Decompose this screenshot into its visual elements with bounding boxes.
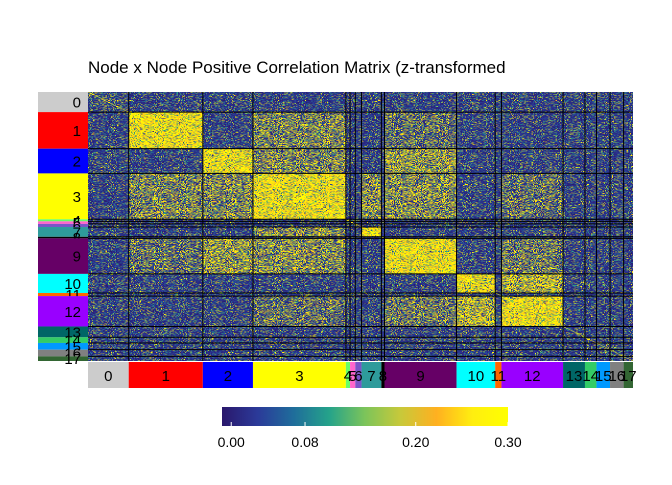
column-community-block (345, 362, 351, 388)
column-community-label: 4 (344, 368, 352, 385)
column-community-label: 11 (491, 368, 507, 385)
row-community-label: 9 (73, 249, 81, 266)
column-community-block (381, 362, 385, 388)
colorbar-tick-label: 0.00 (218, 434, 245, 450)
row-community-block (38, 326, 88, 338)
row-community-block (38, 221, 88, 224)
column-community-block (610, 362, 624, 388)
row-community-block (38, 349, 88, 357)
row-community-block (38, 273, 88, 293)
column-community-label: 8 (379, 368, 387, 385)
column-community-block (596, 362, 611, 388)
column-community-block (623, 362, 633, 388)
colorbar-tick-label: 0.30 (494, 434, 521, 450)
column-community-label: 5 (348, 368, 356, 385)
chart-title: Node x Node Positive Correlation Matrix … (88, 58, 506, 77)
column-community-block (563, 362, 585, 388)
row-community-label: 13 (64, 324, 81, 341)
row-community-label: 5 (73, 215, 81, 232)
column-community-label: 12 (524, 368, 541, 385)
column-community-label: 15 (595, 368, 612, 385)
column-community-block (88, 362, 129, 388)
column-community-block (456, 362, 496, 388)
row-community-block (38, 219, 88, 222)
column-community-label: 3 (295, 368, 303, 385)
row-community-block (38, 296, 88, 327)
column-community-block (584, 362, 597, 388)
row-community-block (38, 92, 88, 113)
row-community-block (38, 238, 88, 274)
column-community-label: 14 (582, 368, 599, 385)
column-community-block (252, 362, 346, 388)
row-community-block (38, 173, 88, 220)
column-community-block (202, 362, 253, 388)
colorbar-legend: 0.00 0.08 0.20 0.30 (218, 407, 522, 450)
row-community-block (38, 112, 88, 149)
column-community-block (350, 362, 356, 388)
row-community-label: 2 (73, 154, 81, 171)
column-community-label: 7 (367, 368, 375, 385)
column-community-block (384, 362, 457, 388)
column-community-block (128, 362, 203, 388)
row-community-label: 6 (73, 218, 81, 235)
row-community-label: 7 (73, 224, 81, 241)
row-community-block (38, 356, 88, 361)
column-community-block (361, 362, 382, 388)
column-community-label: 2 (224, 368, 232, 385)
row-community-block (38, 223, 88, 228)
row-community-block (38, 292, 88, 297)
row-community-label: 1 (73, 123, 81, 140)
correlation-matrix (88, 92, 633, 361)
row-community-label: 12 (64, 304, 81, 321)
column-community-label: 13 (566, 368, 583, 385)
column-community-label: 0 (104, 368, 112, 385)
colorbar-tick-label: 0.08 (291, 434, 318, 450)
colorbar-tick-label: 0.20 (402, 434, 429, 450)
column-community-block (501, 362, 564, 388)
column-community-block (355, 362, 362, 388)
row-community-label: 3 (73, 189, 81, 206)
colorbar-gradient (222, 407, 508, 426)
column-community-label: 16 (608, 368, 625, 385)
column-community-block (495, 362, 502, 388)
column-community-label: 1 (162, 368, 170, 385)
row-community-label: 4 (73, 213, 81, 230)
row-community-label: 0 (73, 95, 81, 112)
row-community-block (38, 236, 88, 239)
column-community-label: 6 (354, 368, 362, 385)
row-community-block (38, 337, 88, 343)
row-community-block (38, 227, 88, 237)
row-community-block (38, 148, 88, 174)
column-community-label: 9 (416, 368, 424, 385)
matrix-cells (88, 92, 633, 361)
row-community-block (38, 342, 88, 350)
column-community-label: 10 (468, 368, 485, 385)
column-community-label: 17 (620, 368, 637, 385)
row-community-label: 17 (64, 351, 81, 368)
row-community-label: 10 (64, 276, 81, 293)
